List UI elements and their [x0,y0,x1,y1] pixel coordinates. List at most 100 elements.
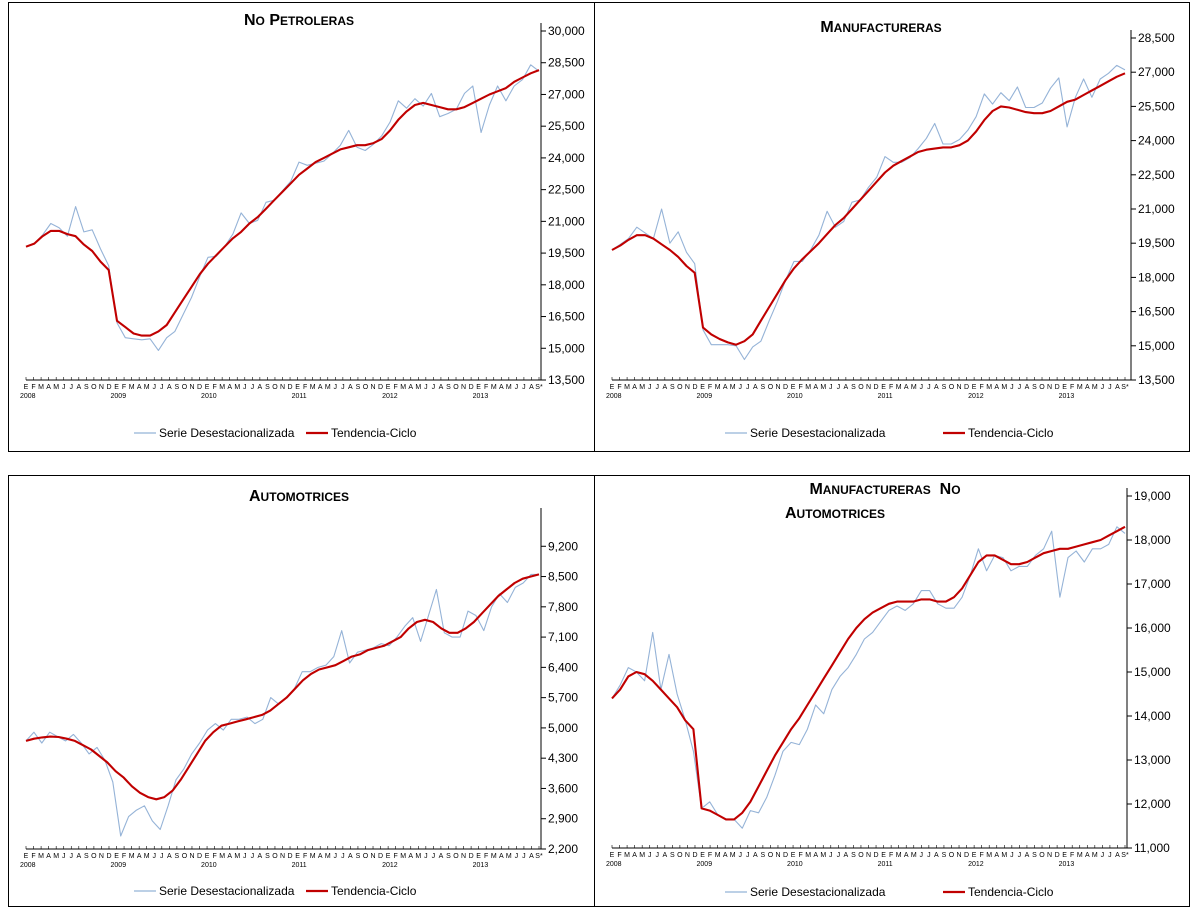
month-label: J [70,853,74,860]
y-tick-label: 11,000 [1134,841,1170,855]
month-label: S* [535,384,543,391]
month-label: M [911,384,917,391]
month-label: J [746,852,750,859]
month-label: N [775,852,780,859]
month-label: A [258,853,263,860]
year-label: 2009 [111,393,127,400]
month-label: S [265,853,270,860]
month-label: S [175,384,180,391]
y-tick-label: 15,000 [1138,339,1175,353]
y-tick-label: 7,100 [548,630,578,644]
month-label: O [182,384,188,391]
y-tick-label: 15,000 [548,341,585,355]
month-label: N [685,852,690,859]
month-label: A [227,384,232,391]
month-label: A [529,853,534,860]
month-label: S [761,852,766,859]
y-tick-label: 18,000 [1138,270,1175,284]
chart-panel-manufactureras-no-automotrices: MANUFACTURERAS NO AUTOMOTRICES 11,000 12,00… [594,475,1190,907]
series-line-tendencia-ciclo [25,573,540,801]
month-label: A [408,853,413,860]
month-label: F [484,384,488,391]
legend-label-desestacionalizada: Serie Desestacionalizada [159,884,295,898]
month-label: J [251,384,255,391]
month-label: A [227,853,232,860]
y-tick-label: 27,000 [1138,65,1175,79]
month-label: F [212,384,216,391]
month-label: J [424,853,428,860]
month-label: S [670,852,675,859]
month-label: O [1039,384,1045,391]
month-label: A [76,853,81,860]
month-label: A [934,384,939,391]
month-label: J [341,853,345,860]
month-label: D [469,853,474,860]
month-label: M [415,384,421,391]
month-label: A [348,384,353,391]
month-label: E [386,853,391,860]
month-label: F [708,852,712,859]
month-label: D [1055,384,1060,391]
month-label: A [813,852,818,859]
month-label: J [334,384,338,391]
y-tick-label: 19,500 [1138,236,1175,250]
month-label: S [446,384,451,391]
year-label: 2012 [382,393,398,400]
month-label: N [280,384,285,391]
year-label: 2013 [473,393,489,400]
month-label: M [219,853,225,860]
y-tick-label: 19,000 [1134,489,1171,503]
chart-title: MANUFACTURERAS NO [809,481,960,498]
y-tick-label: 27,000 [548,87,585,101]
month-label: M [639,384,645,391]
month-label: J [648,852,652,859]
month-label: S [851,852,856,859]
month-label: M [805,852,811,859]
month-label: M [1092,384,1098,391]
y-tick-label: 28,500 [548,56,585,70]
month-label: O [949,384,955,391]
month-label: F [798,852,802,859]
month-label: J [62,853,66,860]
month-label: E [205,384,210,391]
y-tick-label: 18,000 [1134,533,1171,547]
month-label: J [341,384,345,391]
year-label: 2013 [473,862,489,869]
month-label: O [91,384,97,391]
month-label: F [617,384,621,391]
month-label: D [783,852,788,859]
month-label: F [303,853,307,860]
month-label: O [768,384,774,391]
month-label: M [129,853,135,860]
month-label: M [491,384,497,391]
series-line-tendencia-ciclo [611,72,1126,346]
month-label: A [813,384,818,391]
month-label: N [370,853,375,860]
y-tick-label: 13,500 [1138,373,1175,387]
y-tick-label: 15,000 [1134,665,1171,679]
month-label: A [137,853,142,860]
month-label: O [363,853,369,860]
y-tick-label: 22,500 [548,183,585,197]
month-label: A [1085,384,1090,391]
month-label: A [904,384,909,391]
year-label: 2012 [382,862,398,869]
month-label: A [844,384,849,391]
month-label: J [251,853,255,860]
month-label: E [295,384,300,391]
y-tick-label: 2,200 [548,842,578,856]
month-label: M [730,852,736,859]
month-label: S [265,384,270,391]
month-label: D [692,384,697,391]
month-label: S [356,384,361,391]
month-label: E [791,852,796,859]
month-label: F [394,384,398,391]
month-label: D [874,384,879,391]
month-label: S [1032,852,1037,859]
month-label: S [942,384,947,391]
month-label: J [522,853,526,860]
month-label: J [1108,852,1112,859]
month-label: O [182,853,188,860]
y-tick-label: 3,600 [548,781,578,795]
month-label: N [956,384,961,391]
